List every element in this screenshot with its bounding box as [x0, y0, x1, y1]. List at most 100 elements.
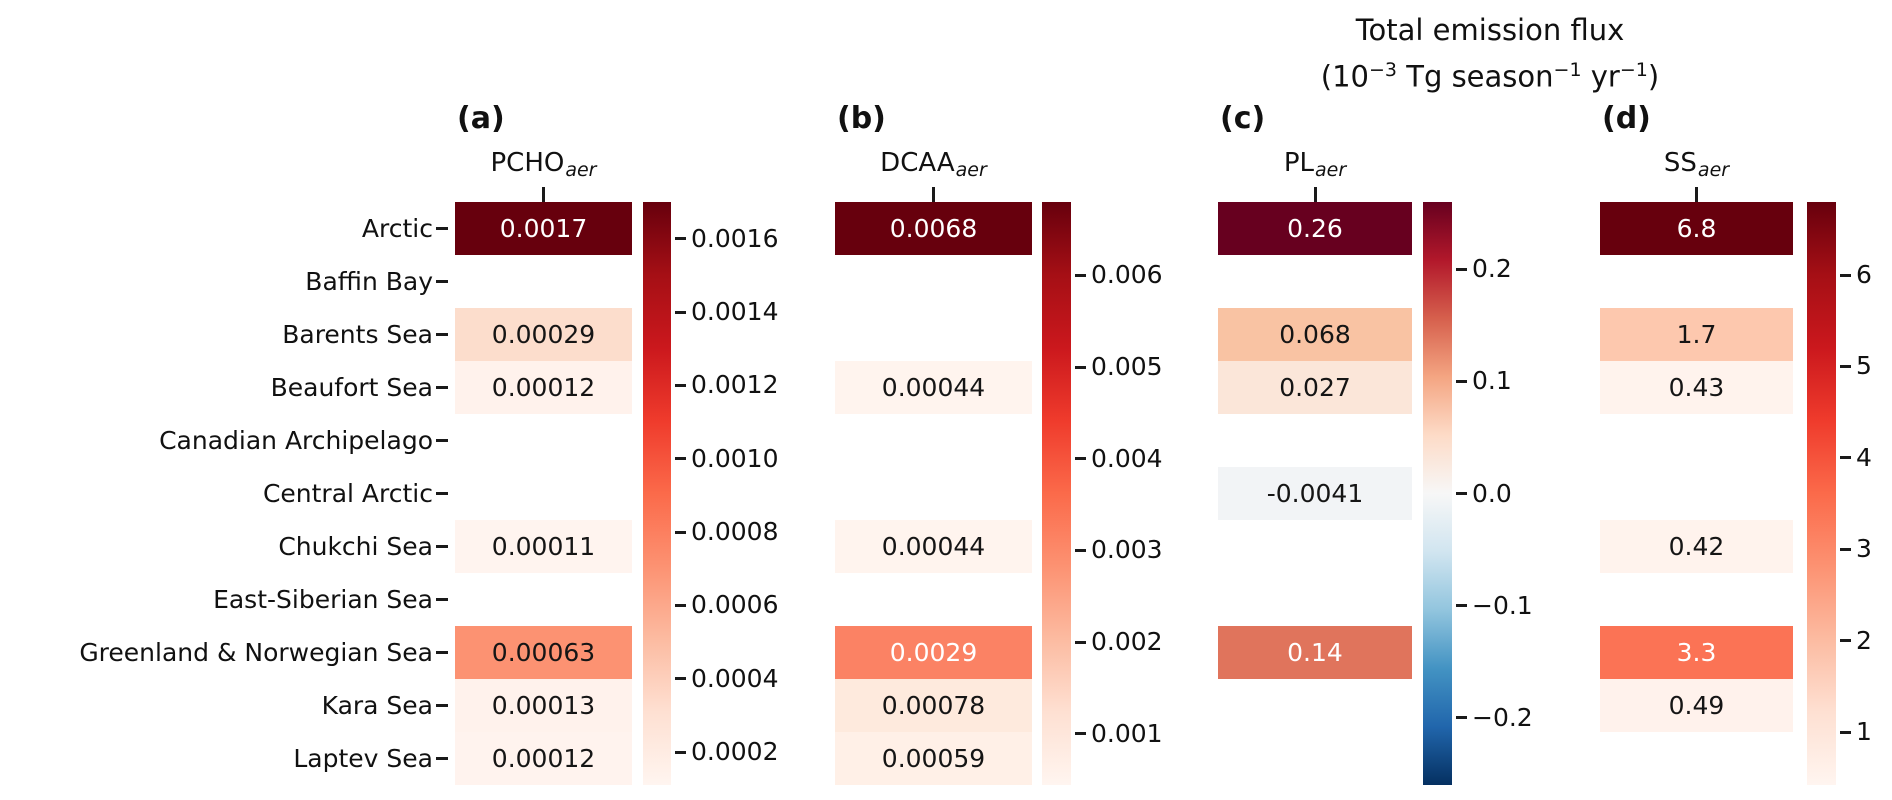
colorbar-tick-label: 5	[1856, 351, 1872, 381]
heatmap-column: 0.0068 0.00044 0.00044 0.0029 0.00078 0.00059	[835, 202, 1032, 785]
colorbar-tick-mark	[1075, 365, 1086, 369]
colorbar-tick-label: 0.0010	[691, 443, 779, 473]
colorbar-tick-mark	[1456, 716, 1467, 720]
row-label: Barents Sea	[282, 320, 433, 349]
row-label: East-Siberian Sea	[213, 585, 433, 614]
heatmap-cell	[1600, 573, 1793, 626]
panel-header-subscript: aer	[1697, 159, 1730, 181]
title-line-1: Total emission flux	[1355, 13, 1625, 47]
heatmap-cell	[1218, 520, 1412, 573]
heatmap-cell: 0.00029	[455, 308, 632, 361]
colorbar-tick-label: 0.002	[1091, 627, 1163, 656]
row-tick-mark	[436, 439, 448, 442]
row-label: Beaufort Sea	[270, 373, 433, 402]
heatmap-cell	[835, 414, 1032, 467]
heatmap-cell: 0.42	[1600, 520, 1793, 573]
row-label: Laptev Sea	[293, 744, 433, 773]
colorbar	[1042, 202, 1071, 785]
colorbar-tick-mark	[1840, 364, 1851, 368]
heatmap-cell: 3.3	[1600, 626, 1793, 679]
colorbar-tick-mark	[675, 603, 686, 607]
colorbar-tick-label: 1	[1856, 717, 1872, 746]
title-superscript: −1	[1553, 59, 1582, 81]
colorbar-tick-mark	[1075, 548, 1086, 552]
panel-header-subscript: aer	[565, 159, 597, 181]
heatmap-cell	[455, 573, 632, 626]
heatmap-cell: 0.14	[1218, 626, 1412, 679]
row-tick-mark	[436, 598, 448, 601]
row-tick-mark	[436, 492, 448, 495]
colorbar-tick-label: 3	[1856, 534, 1872, 564]
panel-header-base: PL	[1283, 148, 1314, 178]
row-label: Baffin Bay	[305, 267, 433, 296]
colorbar-tick-label: 0.0004	[691, 663, 779, 693]
row-label: Arctic	[361, 214, 433, 243]
colorbar-tick-label: −0.1	[1472, 590, 1533, 620]
heatmap-column: 0.0017 0.00029 0.00012 0.00011 0.00063 0.0001…	[455, 202, 632, 785]
colorbar-tick-mark	[1840, 456, 1851, 460]
colorbar-tick-label: 0.0006	[691, 590, 779, 620]
colorbar-tick-mark	[1840, 273, 1851, 277]
colorbar-tick-mark	[1456, 604, 1467, 608]
row-tick-mark	[436, 280, 448, 283]
colorbar-tick-label: 0.003	[1091, 535, 1163, 565]
colorbar-tick-mark	[1840, 547, 1851, 551]
colorbar-tick-mark	[675, 310, 686, 314]
title-superscript: −3	[1369, 59, 1398, 81]
panel-header: PLaer	[1218, 146, 1412, 182]
heatmap-cell	[1218, 414, 1412, 467]
heatmap-cell	[1600, 467, 1793, 520]
heatmap-cell: 0.00012	[455, 732, 632, 785]
heatmap-cell: 0.00059	[835, 732, 1032, 785]
colorbar-tick-label: 6	[1856, 260, 1872, 290]
heatmap-column: 6.8 1.7 0.43 0.42 3.3 0.49	[1600, 202, 1793, 785]
heatmap-cell: 0.00011	[455, 520, 632, 573]
heatmap-cell: 0.49	[1600, 679, 1793, 732]
panel-letter: (a)	[457, 101, 505, 136]
colorbar-tick-label: 0.005	[1091, 352, 1163, 381]
heatmap-cell: 0.00044	[835, 361, 1032, 414]
heatmap-cell	[835, 573, 1032, 626]
colorbar-tick-mark	[1075, 273, 1086, 277]
colorbar-tick-mark	[675, 530, 686, 534]
title-line-2: (10−3 Tg season−1 yr−1)	[1320, 59, 1660, 94]
colorbar-tick-mark	[1456, 267, 1467, 271]
colorbar-tick-label: 0.0012	[691, 370, 779, 400]
heatmap-cell	[1600, 255, 1793, 308]
panel-header: SSaer	[1600, 146, 1793, 182]
heatmap-cell: 1.7	[1600, 308, 1793, 361]
heatmap-cell	[455, 255, 632, 308]
panel-header-base: PCHO	[490, 148, 565, 178]
column-top-tick-mark	[1695, 187, 1698, 202]
panel-header: PCHOaer	[455, 146, 632, 182]
panel-letter: (d)	[1602, 101, 1651, 136]
panel-header-subscript: aer	[1315, 159, 1347, 181]
column-top-tick-mark	[932, 187, 935, 202]
panel-header-subscript: aer	[955, 159, 987, 181]
panel-header: DCAAaer	[835, 146, 1032, 182]
colorbar	[643, 202, 671, 785]
colorbar-tick-label: 0.0	[1472, 478, 1512, 508]
heatmap-cell	[455, 467, 632, 520]
row-tick-mark	[436, 386, 448, 389]
heatmap-cell	[835, 308, 1032, 361]
row-label: Greenland & Norwegian Sea	[79, 638, 433, 667]
panel-letter: (c)	[1220, 101, 1266, 136]
colorbar-tick-mark	[675, 383, 686, 387]
row-label: Central Arctic	[262, 479, 433, 508]
heatmap-cell: 0.00012	[455, 361, 632, 414]
row-label: Chukchi Sea	[278, 532, 433, 561]
heatmap-cell	[1218, 573, 1412, 626]
heatmap-cell	[1600, 732, 1793, 785]
column-top-tick-mark	[542, 187, 545, 202]
heatmap-cell: 0.00013	[455, 679, 632, 732]
heatmap-cell: 0.0029	[835, 626, 1032, 679]
colorbar-tick-mark	[1075, 732, 1086, 736]
heatmap-column: 0.26 0.068 0.027 -0.0041 0.14	[1218, 202, 1412, 785]
heatmap-cell	[835, 467, 1032, 520]
heatmap-cell: -0.0041	[1218, 467, 1412, 520]
colorbar-tick-label: 0.0008	[691, 517, 779, 546]
colorbar	[1423, 202, 1452, 785]
colorbar-tick-mark	[1075, 640, 1086, 644]
panel-letter: (b)	[837, 101, 886, 136]
